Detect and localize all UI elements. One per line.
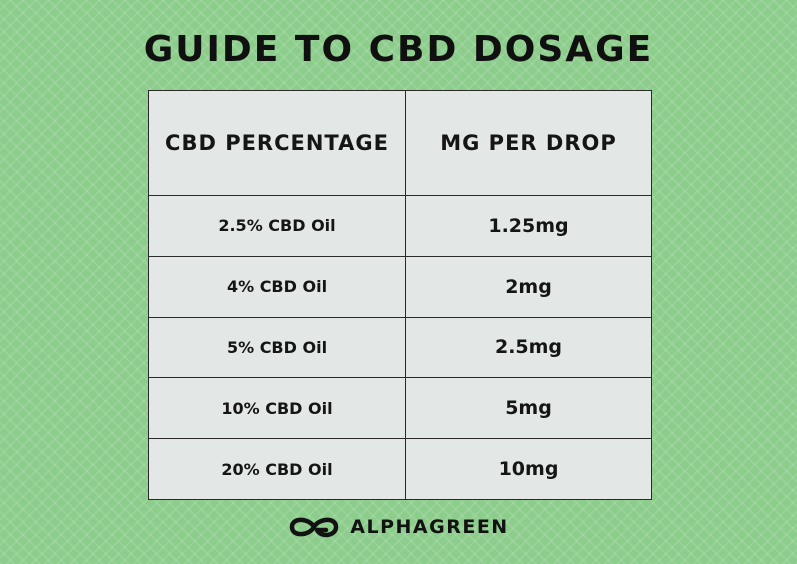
column-header-cbd-percentage: CBD PERCENTAGE [148, 90, 406, 196]
cbd-percentage-cell: 4% CBD Oil [148, 255, 406, 318]
cbd-percentage-cell: 2.5% CBD Oil [148, 195, 406, 257]
dosage-table: CBD PERCENTAGE MG PER DROP 2.5% CBD Oil … [148, 90, 652, 500]
mg-per-drop-cell: 5mg [405, 377, 652, 440]
mg-per-drop-cell: 10mg [405, 438, 652, 500]
brand-footer: ALPHAGREEN [0, 512, 797, 542]
table-row: 5% CBD Oil 2.5mg [148, 316, 652, 379]
page-title: GUIDE TO CBD DOSAGE [143, 29, 654, 70]
table-header-row: CBD PERCENTAGE MG PER DROP [148, 90, 652, 196]
cbd-percentage-cell: 10% CBD Oil [148, 377, 406, 440]
table-row: 20% CBD Oil 10mg [148, 438, 652, 500]
cbd-percentage-cell: 5% CBD Oil [148, 316, 406, 379]
cbd-percentage-cell: 20% CBD Oil [148, 438, 406, 500]
brand-name: ALPHAGREEN [350, 516, 509, 538]
table-row: 10% CBD Oil 5mg [148, 377, 652, 440]
infinity-g-logo-icon [290, 517, 339, 538]
column-header-mg-per-drop: MG PER DROP [405, 90, 652, 196]
table-row: 4% CBD Oil 2mg [148, 255, 652, 318]
mg-per-drop-cell: 2.5mg [405, 316, 652, 379]
table-row: 2.5% CBD Oil 1.25mg [148, 195, 652, 257]
mg-per-drop-cell: 2mg [405, 255, 652, 318]
mg-per-drop-cell: 1.25mg [405, 195, 652, 257]
